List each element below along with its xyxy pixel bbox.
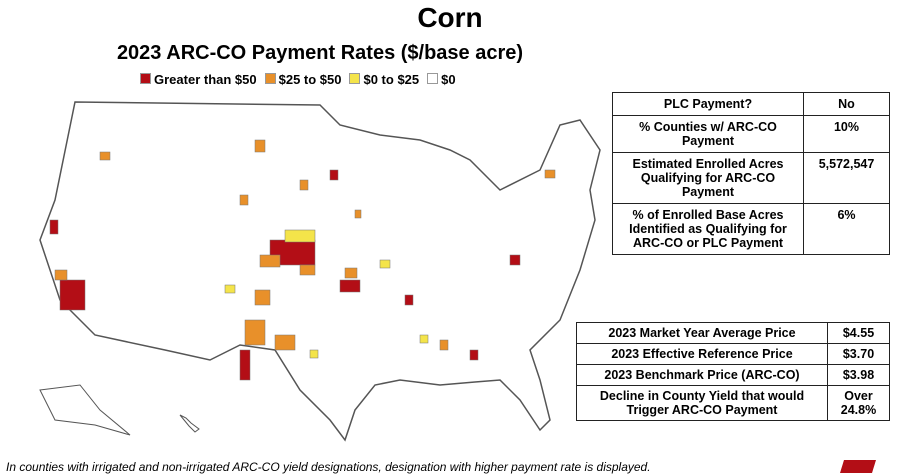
- county-patch: [404, 294, 414, 306]
- table-cell: PLC Payment?: [612, 92, 804, 116]
- county-patch: [224, 284, 236, 294]
- legend-label: $0: [441, 72, 456, 87]
- county-patch: [54, 269, 68, 281]
- county-patch: [299, 264, 316, 276]
- subtitle: 2023 ARC-CO Payment Rates ($/base acre): [116, 42, 524, 64]
- table-cell: Decline in County Yield that would Trigg…: [576, 385, 828, 421]
- legend: Greater than $50 $25 to $50 $0 to $25 $0: [140, 72, 456, 87]
- county-patch: [439, 339, 449, 351]
- legend-item: Greater than $50: [140, 72, 257, 87]
- county-patch: [344, 267, 358, 279]
- county-patch: [99, 151, 111, 161]
- alaska: [39, 384, 131, 436]
- county-patch: [254, 139, 266, 153]
- table-row: PLC Payment? No: [612, 92, 890, 116]
- legend-swatch: [349, 73, 361, 84]
- county-patch: [59, 279, 86, 311]
- legend-item: $0 to $25: [349, 72, 419, 87]
- price-table: 2023 Market Year Average Price $4.55 2023 …: [576, 322, 890, 421]
- county-patch: [299, 179, 309, 191]
- county-patch: [259, 254, 281, 268]
- footnote: In counties with irrigated and non-irrig…: [6, 460, 651, 474]
- legend-swatch: [427, 73, 439, 84]
- legend-item: $25 to $50: [264, 72, 342, 87]
- county-patch: [509, 254, 521, 266]
- county-patch: [354, 209, 362, 219]
- table-cell: % Counties w/ ARC-CO Payment: [612, 115, 804, 153]
- legend-item: $0: [427, 72, 456, 87]
- summary-table: PLC Payment? No% Counties w/ ARC-CO Payme…: [612, 92, 890, 255]
- table-cell: 2023 Market Year Average Price: [576, 322, 828, 344]
- table-cell: $3.98: [827, 364, 890, 386]
- table-cell: 2023 Effective Reference Price: [576, 343, 828, 365]
- hawaii: [179, 414, 200, 433]
- county-patch: [379, 259, 391, 269]
- table-row: 2023 Benchmark Price (ARC-CO) $3.98: [576, 364, 890, 386]
- us-outline: [39, 101, 601, 442]
- table-row: Decline in County Yield that would Trigg…: [576, 385, 890, 421]
- table-cell: 5,572,547: [803, 152, 890, 204]
- county-patch: [309, 349, 319, 359]
- county-patch: [284, 229, 316, 243]
- us-map: [39, 101, 601, 442]
- title: Corn: [417, 2, 483, 33]
- county-patch: [339, 279, 361, 293]
- county-patch: [544, 169, 556, 179]
- logo: [840, 460, 876, 473]
- county-patch: [329, 169, 339, 181]
- county-patch: [239, 194, 249, 206]
- table-row: % of Enrolled Base Acres Identified as Q…: [612, 203, 890, 255]
- table-cell: Estimated Enrolled Acres Qualifying for …: [612, 152, 804, 204]
- table-cell: Over 24.8%: [827, 385, 890, 421]
- table-cell: $4.55: [827, 322, 890, 344]
- legend-swatch: [264, 73, 276, 84]
- legend-swatch: [140, 73, 151, 84]
- legend-label: $25 to $50: [278, 72, 342, 87]
- legend-label: $0 to $25: [363, 72, 420, 87]
- table-cell: 10%: [803, 115, 890, 153]
- table-cell: 6%: [803, 203, 890, 255]
- table-row: 2023 Market Year Average Price $4.55: [576, 322, 890, 344]
- county-patches: [49, 139, 556, 381]
- table-row: Estimated Enrolled Acres Qualifying for …: [612, 152, 890, 204]
- county-patch: [244, 319, 266, 346]
- county-patch: [239, 349, 251, 381]
- legend-label: Greater than $50: [154, 72, 257, 87]
- county-patch: [254, 289, 271, 306]
- table-cell: No: [803, 92, 890, 116]
- table-row: 2023 Effective Reference Price $3.70: [576, 343, 890, 365]
- table-row: % Counties w/ ARC-CO Payment 10%: [612, 115, 890, 153]
- table-cell: $3.70: [827, 343, 890, 365]
- county-patch: [274, 334, 296, 351]
- table-cell: 2023 Benchmark Price (ARC-CO): [576, 364, 828, 386]
- table-cell: % of Enrolled Base Acres Identified as Q…: [612, 203, 804, 255]
- county-patch: [419, 334, 429, 344]
- county-patch: [49, 219, 59, 235]
- county-patch: [469, 349, 479, 361]
